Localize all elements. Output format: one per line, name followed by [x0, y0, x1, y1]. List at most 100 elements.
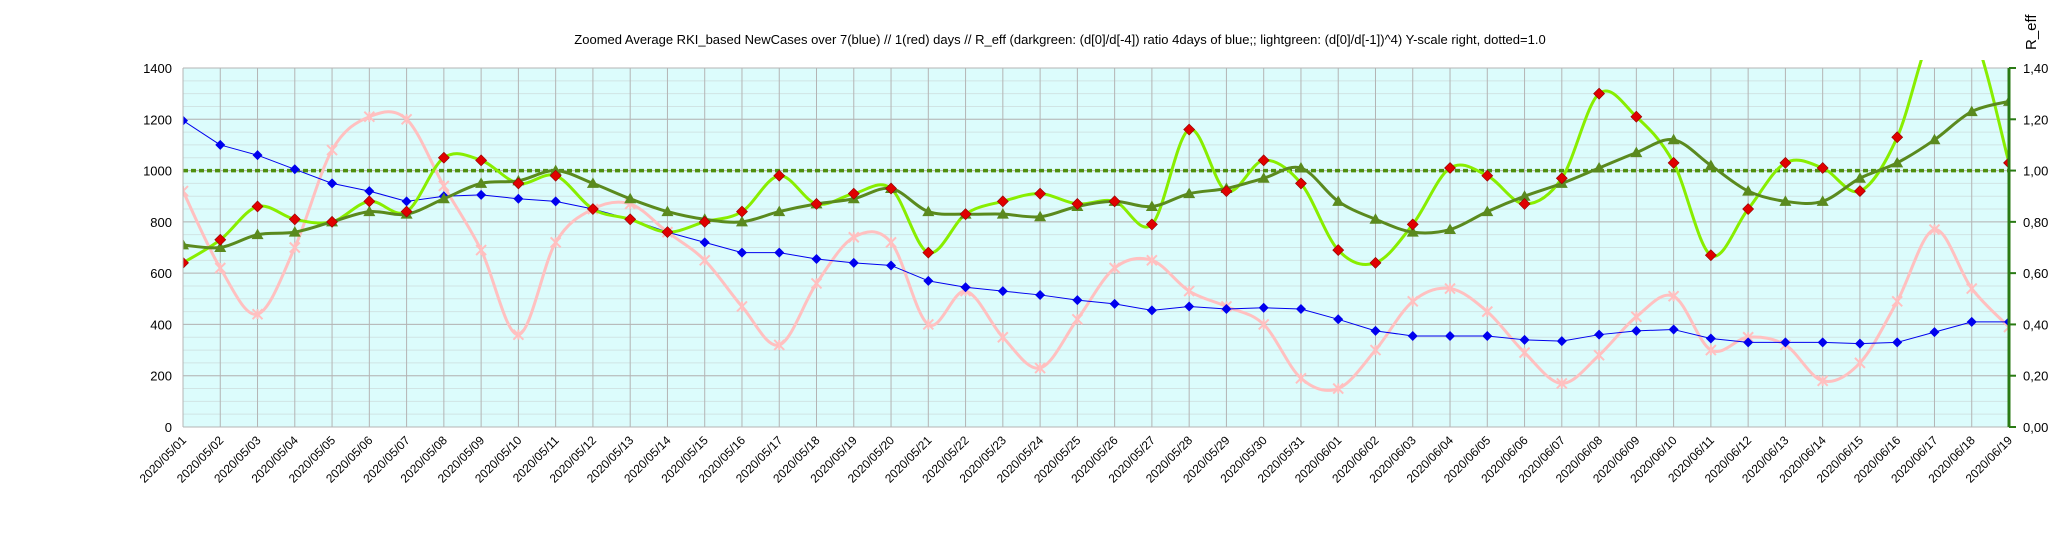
y-tick-label: 600	[150, 266, 172, 281]
data-point	[1034, 362, 1046, 374]
data-point	[1183, 187, 1196, 199]
data-point	[586, 203, 599, 215]
data-point	[1482, 330, 1493, 341]
y2-tick-label: 0,80	[2023, 215, 2048, 230]
y2-tick-label: 1,40	[2023, 61, 2048, 76]
data-point	[661, 205, 674, 217]
data-point	[1928, 223, 1941, 236]
y2-tick-label: 1,20	[2023, 112, 2048, 127]
data-point	[327, 178, 338, 189]
data-point	[1071, 197, 1084, 210]
data-point	[1444, 162, 1456, 174]
data-point	[997, 286, 1008, 297]
data-point	[1816, 375, 1829, 387]
data-point	[1816, 195, 1829, 206]
data-point	[1630, 311, 1643, 323]
data-point	[960, 282, 971, 293]
data-point	[550, 196, 561, 207]
data-point	[1891, 131, 1904, 144]
data-point	[1370, 325, 1381, 336]
data-point	[1184, 301, 1195, 312]
data-point	[1406, 226, 1419, 237]
data-point	[438, 180, 450, 192]
data-point	[923, 275, 934, 286]
data-point	[1742, 203, 1755, 215]
data-point	[1519, 334, 1530, 345]
data-point	[996, 208, 1009, 219]
data-point	[1257, 318, 1270, 331]
data-point	[475, 177, 488, 188]
data-point	[1593, 162, 1606, 173]
data-point	[214, 241, 227, 252]
data-point	[1705, 333, 1716, 344]
data-point	[476, 189, 487, 200]
data-point	[997, 331, 1009, 343]
data-point	[1518, 197, 1531, 210]
data-point	[1407, 295, 1419, 308]
data-point	[1929, 21, 1940, 32]
data-point	[1779, 156, 1792, 169]
series-4	[183, 95, 2009, 252]
data-point	[1704, 159, 1717, 170]
y-tick-label: 1200	[143, 112, 172, 127]
series-line	[183, 110, 2009, 392]
data-point	[1481, 169, 1494, 182]
data-point	[1518, 190, 1531, 201]
data-point	[214, 262, 226, 274]
data-point	[326, 144, 338, 156]
data-point	[215, 139, 226, 150]
data-point	[1146, 305, 1157, 316]
data-point	[848, 257, 859, 268]
data-point	[288, 213, 301, 226]
data-point	[1295, 177, 1307, 190]
data-point	[586, 177, 599, 188]
y-tick-label: 1400	[143, 61, 172, 76]
data-point	[1891, 295, 1903, 308]
data-point	[1556, 377, 1568, 390]
data-point	[1928, 133, 1941, 145]
data-point	[886, 260, 897, 271]
data-point	[289, 164, 300, 175]
data-point	[624, 192, 637, 204]
axes	[182, 67, 2016, 428]
data-point	[1667, 133, 1680, 145]
data-point	[1667, 290, 1680, 302]
data-point	[1183, 123, 1196, 136]
data-point	[1444, 223, 1457, 235]
data-point	[1965, 105, 1978, 117]
data-point	[1631, 325, 1642, 336]
data-point	[1518, 346, 1531, 359]
series-3	[183, 21, 2009, 269]
data-point	[959, 208, 972, 221]
data-point	[885, 236, 897, 249]
data-point	[1145, 200, 1158, 211]
data-point	[699, 237, 710, 248]
data-point	[1742, 185, 1755, 196]
data-point	[1332, 195, 1345, 206]
series-0	[183, 115, 2009, 349]
series-group	[183, 21, 2009, 395]
data-point	[1332, 382, 1344, 395]
data-point	[810, 197, 823, 210]
data-point	[1667, 156, 1680, 169]
data-point	[922, 318, 935, 331]
data-point	[1854, 338, 1865, 349]
data-point	[1594, 329, 1605, 340]
data-point	[773, 205, 786, 217]
data-point	[214, 233, 227, 246]
data-point	[363, 205, 376, 217]
data-point	[549, 169, 562, 182]
y2-tick-label: 0,60	[2023, 266, 2048, 281]
data-point	[1071, 313, 1084, 326]
y-tick-label: 0	[165, 420, 172, 435]
data-point	[288, 226, 301, 237]
series-2	[183, 60, 2009, 267]
data-point	[1966, 316, 1977, 327]
data-point	[326, 215, 338, 228]
data-point	[437, 151, 450, 164]
data-point	[1369, 256, 1382, 269]
data-point	[1257, 154, 1270, 167]
data-point	[848, 231, 860, 243]
data-point	[736, 247, 747, 258]
